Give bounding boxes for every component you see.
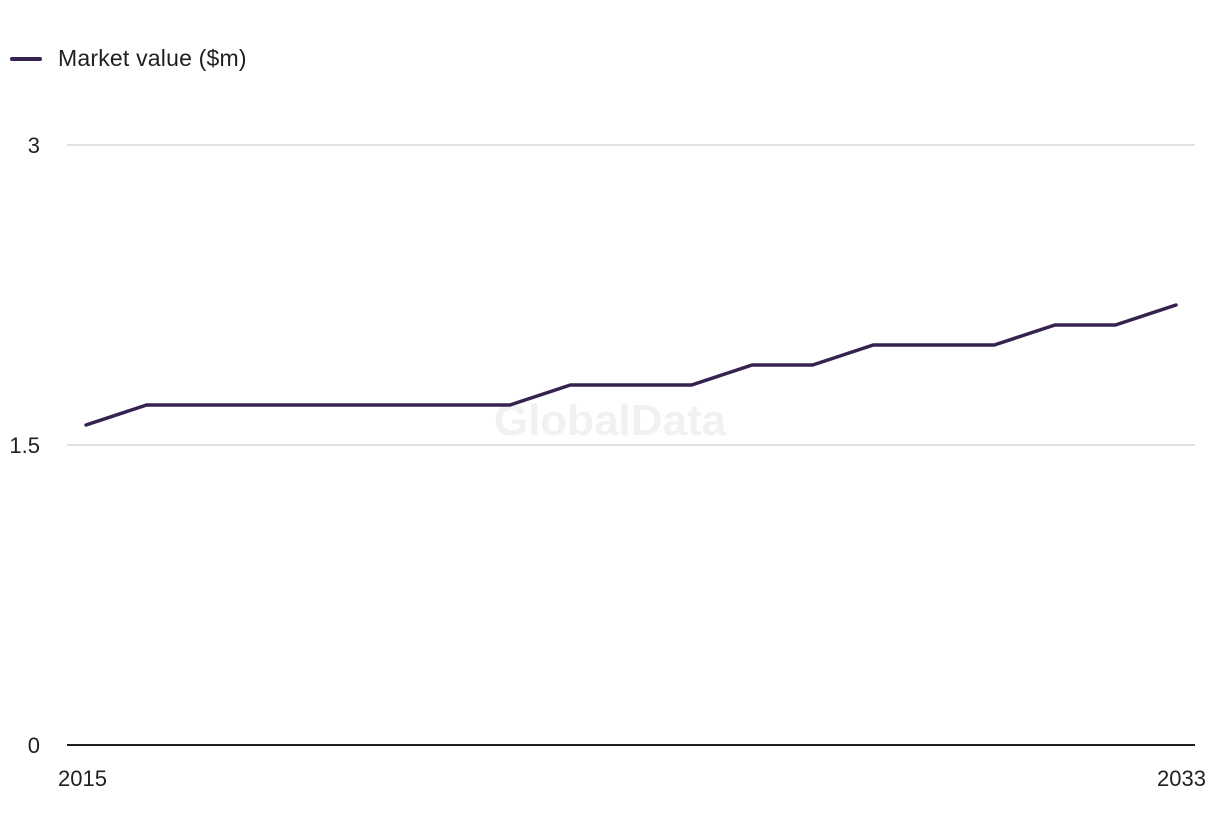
series-line xyxy=(84,303,1178,427)
legend: Market value ($m) xyxy=(10,45,247,72)
legend-swatch xyxy=(10,56,42,61)
x-tick-label: 2033 xyxy=(1157,766,1206,791)
legend-label: Market value ($m) xyxy=(58,45,247,71)
y-tick-label: 1.5 xyxy=(9,433,40,458)
y-tick-label: 3 xyxy=(28,133,40,158)
y-tick-label: 0 xyxy=(28,733,40,758)
watermark-text: GlobalData xyxy=(494,396,727,445)
x-tick-label: 2015 xyxy=(58,766,107,791)
